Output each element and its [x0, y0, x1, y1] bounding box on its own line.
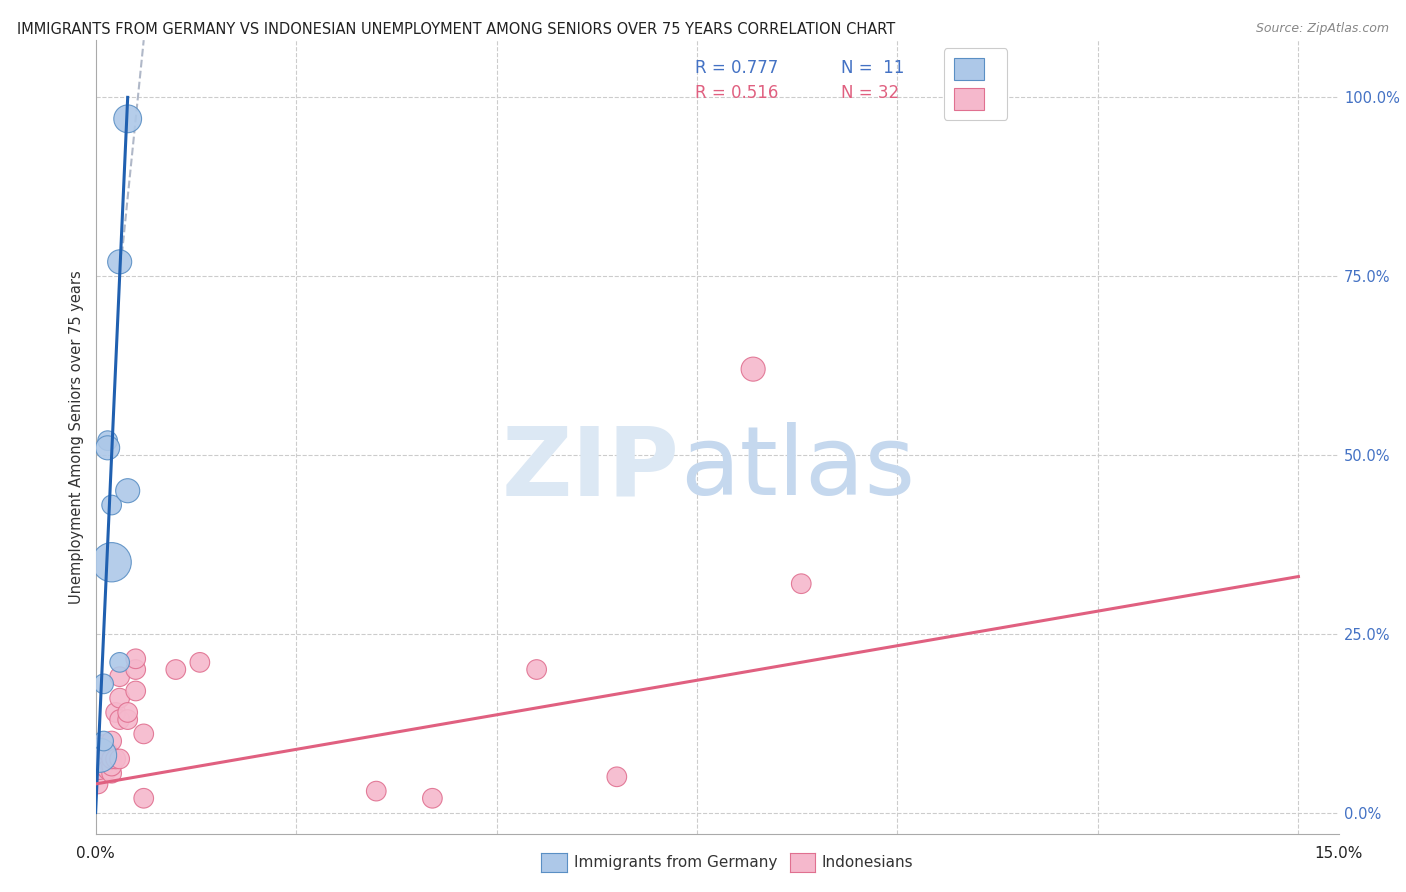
Point — [104, 706, 127, 720]
Point — [97, 763, 120, 777]
Point — [100, 752, 122, 766]
Point — [93, 734, 115, 748]
Point — [117, 706, 139, 720]
Text: Indonesians: Indonesians — [821, 855, 912, 870]
Point — [165, 663, 187, 677]
Point — [108, 691, 131, 706]
Point — [89, 763, 111, 777]
Text: R = 0.777: R = 0.777 — [695, 59, 778, 77]
Point — [93, 759, 115, 773]
Point — [108, 656, 131, 670]
Point — [117, 713, 139, 727]
Point — [117, 483, 139, 498]
Text: ZIP: ZIP — [502, 422, 679, 516]
Point — [100, 759, 122, 773]
Point — [100, 498, 122, 512]
Point — [125, 652, 148, 666]
Y-axis label: Unemployment Among Seniors over 75 years: Unemployment Among Seniors over 75 years — [69, 270, 84, 604]
Text: 0.0%: 0.0% — [76, 847, 115, 861]
Point — [100, 766, 122, 780]
Point — [108, 670, 131, 684]
Point — [132, 727, 155, 741]
Text: R = 0.516: R = 0.516 — [695, 84, 778, 102]
Point — [526, 663, 548, 677]
Point — [422, 791, 444, 805]
Point — [104, 752, 127, 766]
Point — [790, 576, 813, 591]
Point — [97, 434, 120, 448]
Point — [125, 684, 148, 698]
Text: Source: ZipAtlas.com: Source: ZipAtlas.com — [1256, 22, 1389, 36]
Point — [606, 770, 628, 784]
Point — [125, 663, 148, 677]
Text: Immigrants from Germany: Immigrants from Germany — [574, 855, 778, 870]
Point — [89, 748, 111, 763]
Point — [742, 362, 765, 376]
Point — [366, 784, 388, 798]
Point — [93, 677, 115, 691]
Text: N =  11: N = 11 — [841, 59, 904, 77]
Point — [100, 734, 122, 748]
Point — [100, 555, 122, 569]
Point — [87, 777, 110, 791]
Point — [108, 713, 131, 727]
Point — [93, 738, 115, 752]
Text: 15.0%: 15.0% — [1315, 847, 1362, 861]
Legend: , : , — [943, 48, 1007, 120]
Point — [108, 255, 131, 269]
Text: IMMIGRANTS FROM GERMANY VS INDONESIAN UNEMPLOYMENT AMONG SENIORS OVER 75 YEARS C: IMMIGRANTS FROM GERMANY VS INDONESIAN UN… — [17, 22, 896, 37]
Point — [93, 752, 115, 766]
Point — [117, 112, 139, 126]
Point — [97, 745, 120, 759]
Point — [132, 791, 155, 805]
Text: N = 32: N = 32 — [841, 84, 900, 102]
Text: atlas: atlas — [679, 422, 915, 516]
Point — [188, 656, 211, 670]
Point — [108, 752, 131, 766]
Point — [97, 441, 120, 455]
